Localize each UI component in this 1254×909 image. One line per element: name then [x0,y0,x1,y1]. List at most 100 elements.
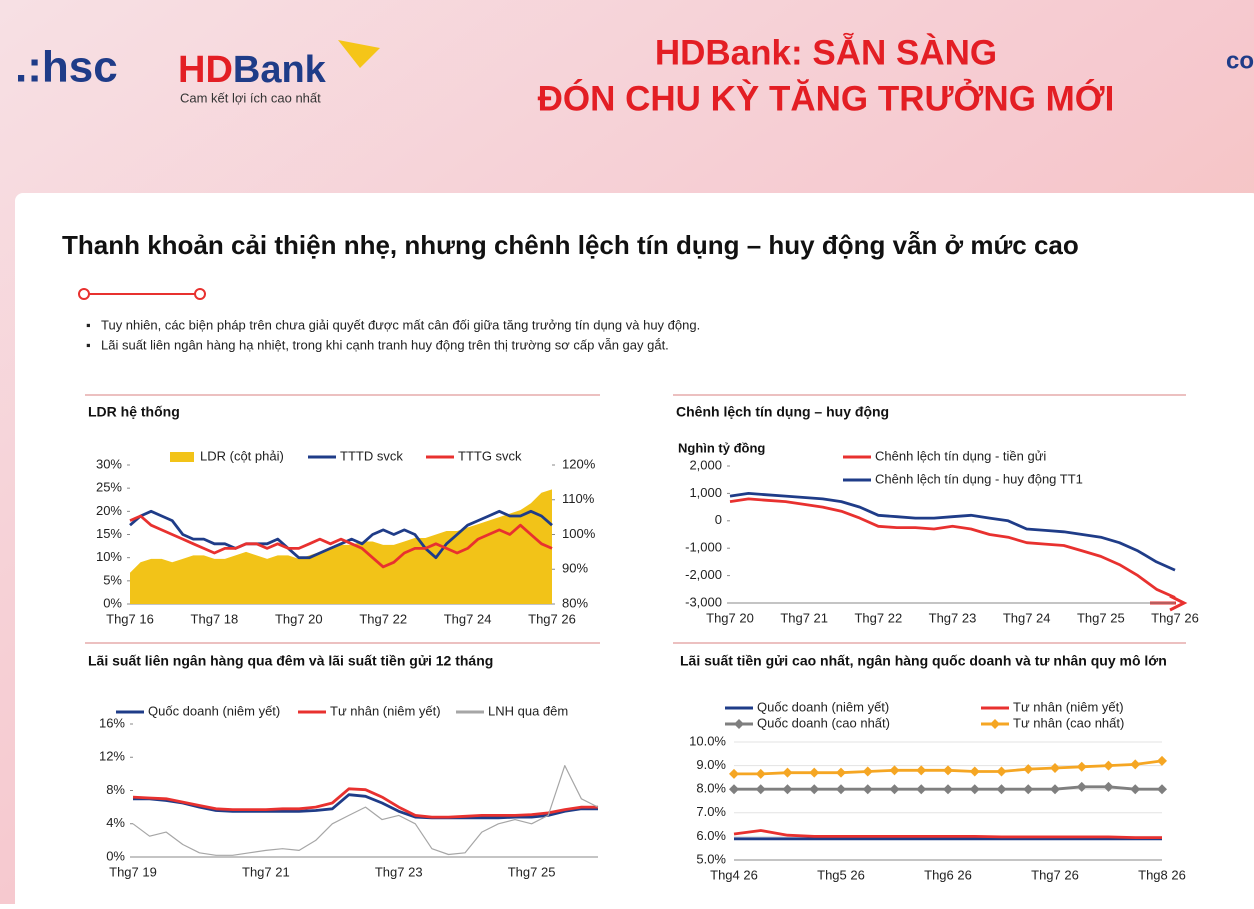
marker [809,784,820,795]
marker [916,784,927,795]
line [733,829,1162,839]
tagline: Cam kết lợi ích cao nhất [180,90,321,105]
x-tick-label: Thg7 18 [191,611,239,626]
y2-tick-label: 120% [562,456,596,471]
y-tick-label: -1,000 [685,540,722,555]
marker [755,768,766,779]
line [132,787,598,819]
legend-label: Quốc doanh (niêm yết) [757,699,889,714]
marker [729,768,739,779]
y-tick-label: 15% [96,526,122,541]
marker [809,767,820,778]
bullet: ▪ [86,337,91,352]
y2-tick-label: 110% [562,491,595,506]
header-title: ĐÓN CHU KỲ TĂNG TRƯỞNG MỚI [538,78,1115,118]
marker [1103,781,1114,792]
marker [782,784,793,795]
y-tick-label: 0 [715,512,722,527]
logo-hsc: .:hsc [15,43,118,92]
marker [943,765,953,776]
marker [996,766,1007,777]
x-tick-label: Thg7 25 [508,864,556,879]
y-tick-label: 7.0% [696,804,726,819]
chart-title: Lãi suất tiền gửi cao nhất, ngân hàng qu… [680,653,1167,669]
y-tick-label: 16% [99,715,125,730]
x-tick-label: Thg7 20 [275,611,323,626]
marker [862,766,873,777]
y-tick-label: 0% [103,595,122,610]
legend-label: Quốc doanh (niêm yết) [148,703,280,718]
marker [969,784,980,795]
x-tick-label: Thg6 26 [924,867,972,882]
marker [836,784,846,795]
legend-label: LNH qua đêm [488,703,568,718]
x-tick-label: Thg7 20 [706,610,754,625]
chart-title: Chênh lệch tín dụng – huy động [676,404,889,420]
legend-label: Chênh lệch tín dụng - tiền gửi [875,448,1046,463]
y-tick-label: 9.0% [696,757,726,772]
y-tick-label: 12% [99,749,125,764]
bullet: ▪ [86,317,91,332]
y-tick-label: 20% [96,503,122,518]
legend-label: TTTG svck [458,448,522,463]
x-tick-label: Thg7 21 [780,610,828,625]
marker [1130,759,1141,770]
x-tick-label: Thg7 24 [1003,610,1051,625]
x-tick-label: Thg7 24 [444,611,492,626]
marker [943,784,953,795]
x-tick-label: Thg7 26 [528,611,576,626]
x-tick-label: Thg5 26 [817,867,865,882]
y2-tick-label: 90% [562,561,588,576]
legend-label: Chênh lệch tín dụng - huy động TT1 [875,471,1083,486]
marker [1076,761,1087,772]
bullet-text: Tuy nhiên, các biện pháp trên chưa giải … [101,317,700,332]
card [15,193,1254,909]
x-tick-label: Thg7 22 [854,610,902,625]
x-tick-label: Thg7 25 [1077,610,1125,625]
legend-label: TTTD svck [340,448,403,463]
marker [969,766,980,777]
marker [1076,781,1087,792]
logo-bank: Bank [233,49,327,91]
divider-dot [194,288,206,300]
line [729,497,1176,599]
x-tick-label: Thg7 26 [1031,867,1079,882]
marker [1157,755,1167,766]
marker [916,765,927,776]
y-tick-label: 30% [96,456,122,471]
y-tick-label: 0% [106,848,125,863]
x-tick-label: Thg7 26 [1151,610,1199,625]
slide-title: Thanh khoản cải thiện nhẹ, nhưng chênh l… [62,230,1079,260]
logo-mark [338,40,380,68]
legend-label: Tư nhân (niêm yết) [1013,699,1124,714]
chart-title: LDR hệ thống [88,404,180,420]
bullet-text: Lãi suất liên ngân hàng hạ nhiệt, trong … [101,337,669,352]
y-tick-label: 8.0% [696,781,726,796]
x-tick-label: Thg4 26 [710,867,758,882]
y-tick-label: -3,000 [685,594,722,609]
y-tick-label: -2,000 [685,567,722,582]
legend-label: Tư nhân (cao nhất) [1013,715,1124,730]
marker [1050,762,1060,773]
line [729,492,1176,572]
legend-swatch [170,452,194,462]
y-tick-label: 6.0% [696,828,726,843]
line [132,765,599,856]
y2-tick-label: 80% [562,595,588,610]
y-tick-label: 2,000 [689,457,722,472]
line [133,793,598,820]
legend-label: LDR (cột phải) [200,448,284,463]
y-tick-label: 1,000 [689,485,722,500]
logo-hd: HD [178,49,233,91]
chart-title: Lãi suất liên ngân hàng qua đêm và lãi s… [88,653,493,669]
line [129,514,553,569]
marker [1023,784,1034,795]
y-axis-label: Nghìn tỷ đồng [678,440,765,455]
legend-marker [990,719,1000,729]
line [129,509,553,560]
logo-hdbank: HDBank [178,49,327,91]
marker [1023,764,1034,775]
marker [729,784,739,795]
marker [996,784,1007,795]
